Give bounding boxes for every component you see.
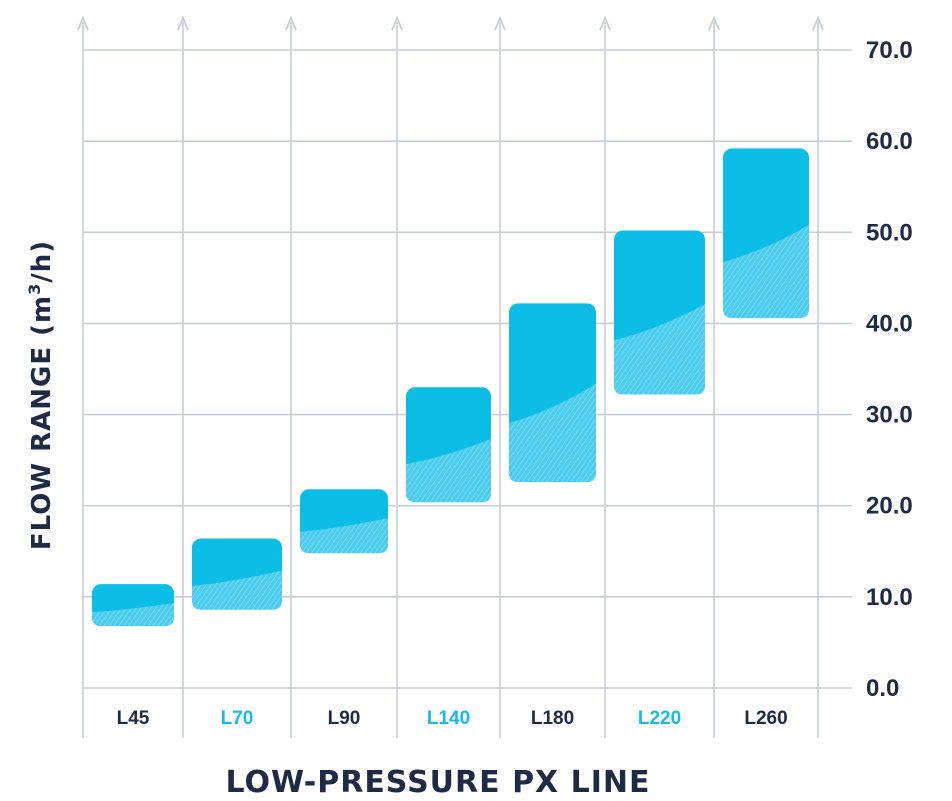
x-tick-label: L180 [531, 708, 574, 729]
y-tick-label: 70.0 [866, 37, 913, 64]
y-tick-label: 50.0 [866, 219, 913, 246]
range-bar-l180 [509, 303, 596, 483]
axis-arrow-icon [812, 15, 824, 31]
x-tick-label: L260 [744, 708, 787, 729]
range-bar-texture [300, 518, 388, 554]
x-axis-ticks: L45 L70 L90 L140 L180 L220 L260 [117, 708, 788, 729]
range-bar-l260 [723, 148, 809, 318]
y-tick-label: 30.0 [866, 402, 913, 429]
range-bar-texture [723, 224, 809, 318]
x-axis-label: LOW-PRESSURE PX LINE [225, 765, 650, 800]
y-tick-label: 0.0 [866, 675, 899, 702]
y-tick-label: 10.0 [866, 584, 913, 611]
range-bar-texture [509, 383, 596, 483]
range-bar-texture [614, 304, 705, 395]
x-tick-label: L90 [328, 708, 361, 729]
axis-arrow-icon [285, 15, 297, 31]
range-bar-l140 [406, 387, 491, 503]
range-bar-l220 [614, 230, 705, 395]
range-bar-texture [92, 602, 174, 627]
y-tick-label: 60.0 [866, 128, 913, 155]
grid [77, 15, 852, 738]
axis-arrow-icon [494, 15, 506, 31]
axis-arrow-icon [391, 15, 403, 31]
x-tick-label: L140 [427, 708, 470, 729]
range-bar-texture [406, 438, 491, 503]
axis-arrow-icon [599, 15, 611, 31]
range-bar-l45 [92, 584, 174, 627]
bars [92, 148, 809, 627]
axis-arrow-icon [77, 15, 89, 31]
x-tick-label: L220 [638, 708, 681, 729]
y-tick-label: 20.0 [866, 493, 913, 520]
y-tick-label: 40.0 [866, 310, 913, 337]
axis-arrow-icon [708, 15, 720, 31]
range-bar-l90 [300, 489, 388, 554]
range-bar-texture [192, 570, 282, 610]
x-tick-label: L45 [117, 708, 150, 729]
axis-arrow-icon [177, 15, 189, 31]
y-axis-ticks: 0.0 10.0 20.0 30.0 40.0 50.0 60.0 70.0 [866, 37, 913, 702]
range-bar-l70 [192, 538, 282, 610]
y-axis-label: FLOW RANGE (m3/h) [25, 240, 57, 550]
x-tick-label: L70 [221, 708, 254, 729]
